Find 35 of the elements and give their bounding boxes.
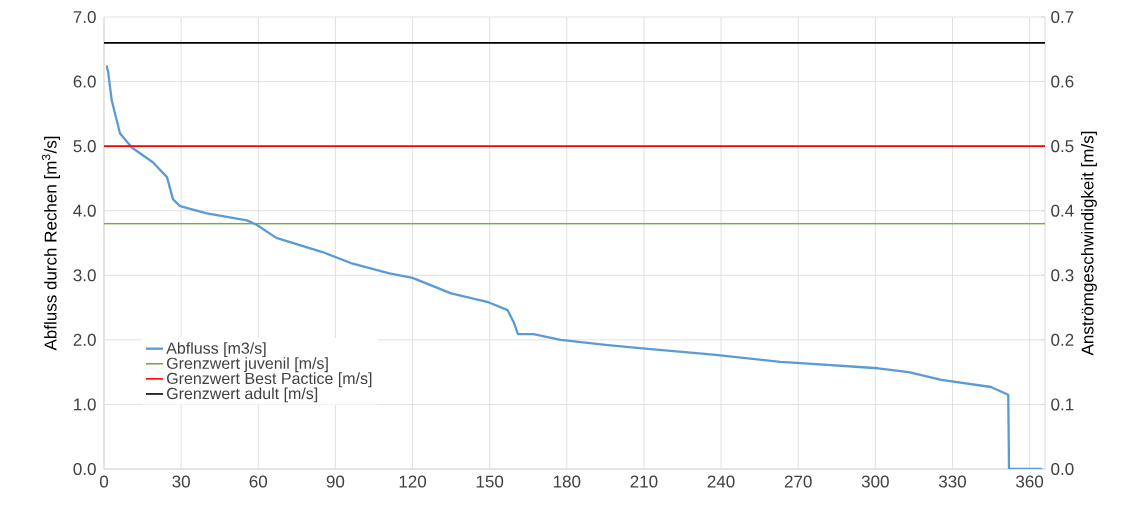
y2-tick-label: 0.4 bbox=[1051, 204, 1074, 217]
x-tick-label: 150 bbox=[476, 475, 504, 488]
y2-tick-label: 0.0 bbox=[1051, 462, 1074, 476]
legend-label: Grenzwert juvenil [m/s] bbox=[167, 357, 328, 373]
y-axis-title: Abfluss durch Rechen [m$^{3}$/s] bbox=[41, 136, 60, 351]
x-tick-label: 30 bbox=[172, 475, 190, 488]
x-tick-label: 360 bbox=[1016, 475, 1044, 488]
x-tick-label: 0 bbox=[99, 475, 109, 488]
y-tick-label: 5.0 bbox=[73, 140, 96, 153]
x-tick-label: 210 bbox=[630, 475, 658, 488]
y2-tick-label: 0.7 bbox=[1051, 10, 1074, 24]
y-tick-label: 3.0 bbox=[73, 269, 96, 282]
y-tick-label: 7.0 bbox=[73, 10, 96, 24]
x-tick-label: 180 bbox=[553, 475, 581, 488]
x-tick-label: 270 bbox=[784, 475, 812, 488]
x-tick-label: 300 bbox=[861, 475, 889, 488]
legend-label: Grenzwert Best Pactice [m/s] bbox=[167, 372, 372, 388]
x-tick-label: 90 bbox=[326, 475, 345, 488]
legend-label: Grenzwert adult [m/s] bbox=[167, 387, 318, 403]
y2-tick-label: 0.5 bbox=[1051, 140, 1074, 153]
y-tick-label: 2.0 bbox=[73, 333, 96, 346]
y-tick-label: 4.0 bbox=[73, 204, 96, 217]
x-tick-label: 60 bbox=[249, 475, 268, 488]
x-tick-label: 240 bbox=[707, 475, 735, 488]
y-tick-label: 1.0 bbox=[74, 398, 96, 411]
y2-tick-label: 0.3 bbox=[1051, 269, 1074, 282]
y-tick-label: 6.0 bbox=[73, 75, 96, 88]
y2-tick-label: 0.2 bbox=[1051, 333, 1074, 346]
y-tick-label: 0.0 bbox=[73, 462, 96, 476]
x-tick-label: 120 bbox=[399, 475, 427, 488]
legend-label: Abfluss [m3/s] bbox=[166, 342, 266, 358]
y2-axis-title: Anströmgeschwindigkeit [m/s] bbox=[1081, 131, 1097, 356]
y2-tick-label: 0.6 bbox=[1051, 75, 1074, 88]
y2-tick-label: 0.1 bbox=[1051, 398, 1074, 411]
x-tick-label: 330 bbox=[938, 475, 966, 488]
